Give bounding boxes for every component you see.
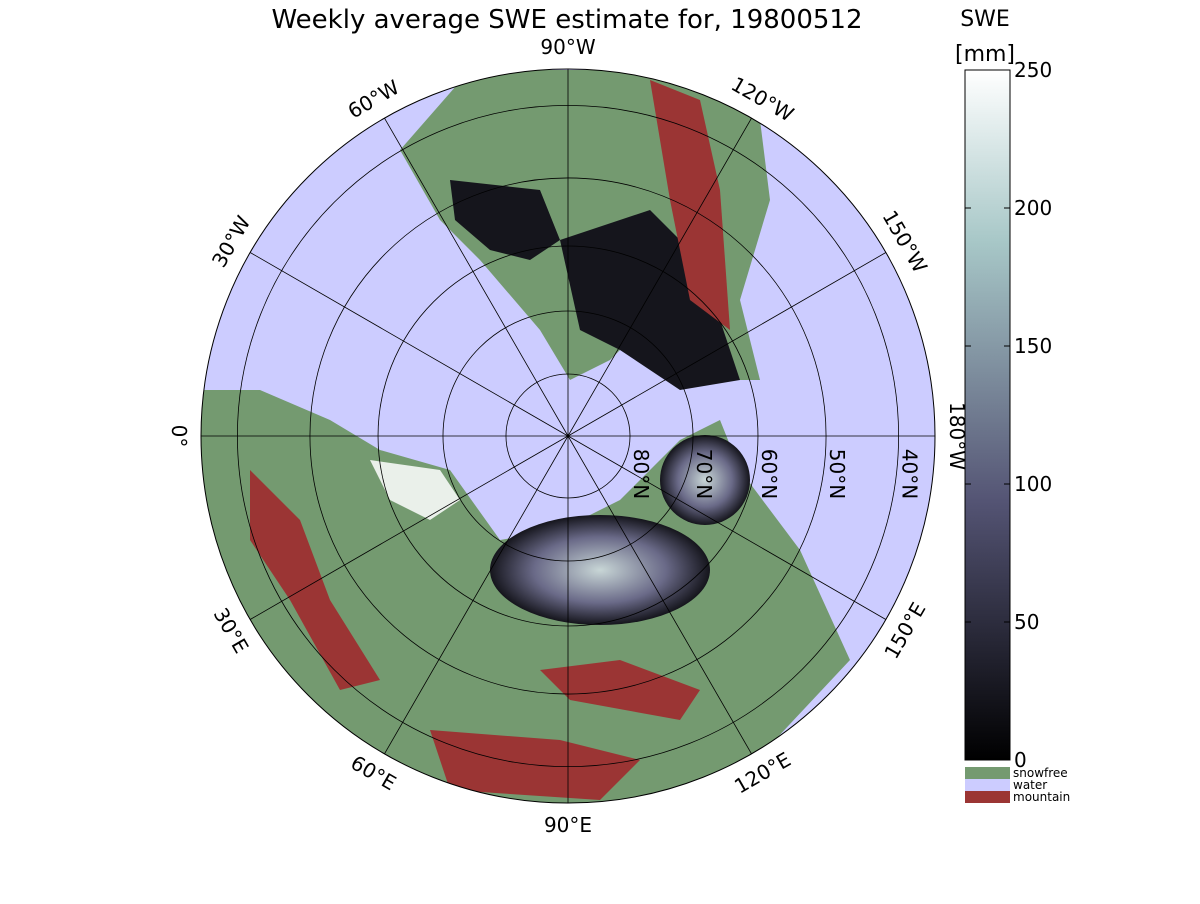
colorbar-tick-label: 100 xyxy=(1014,472,1052,496)
longitude-label: 90°E xyxy=(544,813,592,837)
legend-swatch xyxy=(965,791,1010,803)
mountain-region xyxy=(650,80,730,330)
colorbar-tick-label: 200 xyxy=(1014,196,1052,220)
colorbar xyxy=(964,69,1011,761)
latitude-label: 60°N xyxy=(757,449,781,499)
meridian xyxy=(567,252,887,437)
legend-label: snowfree xyxy=(1013,766,1068,780)
colorbar-tick-label: 250 xyxy=(1014,58,1052,82)
meridian xyxy=(567,435,887,620)
meridian xyxy=(384,117,569,437)
mountain-region xyxy=(250,470,380,690)
colorbar-title: SWE xyxy=(960,7,1010,32)
snow-region xyxy=(490,515,710,625)
colorbar-unit: [mm] xyxy=(955,42,1015,67)
map-disk xyxy=(201,69,935,803)
legend-label: water xyxy=(1013,778,1047,792)
latitude-label: 70°N xyxy=(692,449,716,499)
longitude-label: 180°W xyxy=(945,402,969,470)
meridian xyxy=(249,435,569,620)
snow-region xyxy=(450,180,560,260)
legend-swatch xyxy=(965,779,1010,791)
mountain-region xyxy=(540,660,700,720)
snow-region xyxy=(370,460,460,520)
colorbar-tick-label: 0 xyxy=(1014,748,1027,772)
legend-label: mountain xyxy=(1013,790,1070,804)
colorbar-tick-label: 150 xyxy=(1014,334,1052,358)
colorbar-tick-label: 50 xyxy=(1014,610,1039,634)
meridian xyxy=(249,252,569,437)
latitude-label: 80°N xyxy=(629,449,653,499)
latitude-label: 40°N xyxy=(898,449,922,499)
meridian xyxy=(567,117,752,437)
meridian xyxy=(384,435,569,755)
longitude-label: 90°W xyxy=(540,35,595,59)
map-border xyxy=(200,68,936,804)
graticule xyxy=(201,69,935,803)
latitude-label: 50°N xyxy=(825,449,849,499)
meridian xyxy=(567,435,752,755)
longitude-label: 0° xyxy=(167,425,191,448)
title: Weekly average SWE estimate for, 1980051… xyxy=(271,5,862,35)
legend-swatch xyxy=(965,767,1010,779)
